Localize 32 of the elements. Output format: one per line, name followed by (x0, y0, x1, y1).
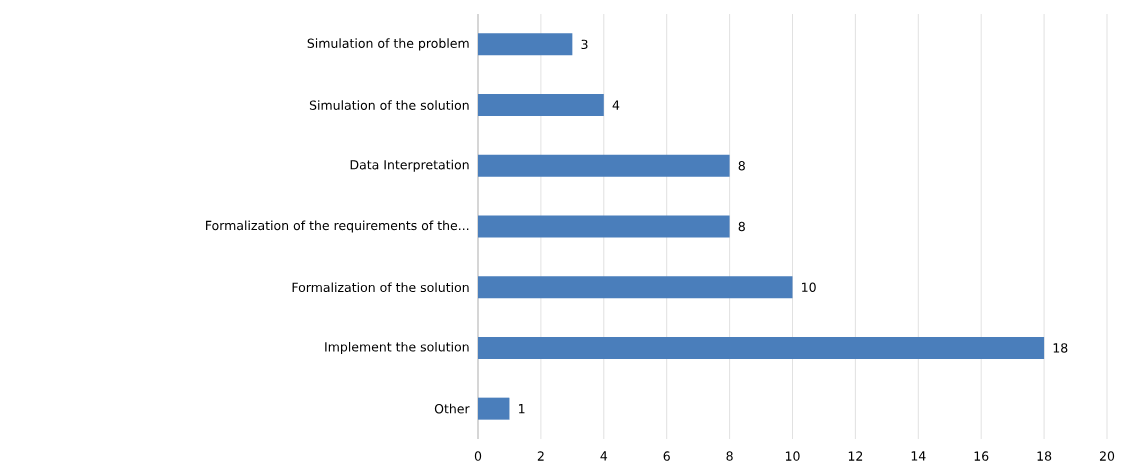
x-tick-label: 6 (663, 451, 670, 461)
y-tick-label: Other (434, 403, 470, 414)
x-tick-label: 20 (1099, 451, 1115, 461)
data-label: 10 (802, 282, 816, 292)
x-tick-label: 0 (474, 451, 482, 461)
bar (478, 154, 730, 177)
x-tick-label: 12 (848, 451, 863, 461)
y-tick-label: Formalization of the solution (292, 282, 469, 293)
bar (478, 33, 573, 56)
data-label: 18 (1053, 343, 1068, 353)
x-tick-label: 8 (726, 451, 733, 461)
bar (478, 276, 793, 299)
bar (478, 397, 510, 420)
y-tick-label: Data Interpretation (350, 159, 469, 172)
bar (478, 336, 1045, 359)
data-label: 4 (612, 100, 620, 110)
x-tick-label: 18 (1037, 451, 1052, 461)
y-tick-label: Formalization of the requirements of the... (206, 220, 469, 233)
bar (478, 94, 604, 117)
data-label: 1 (519, 404, 525, 414)
x-tick-label: 10 (785, 451, 800, 461)
x-tick-label: 14 (911, 451, 926, 461)
y-tick-label: Simulation of the solution (309, 100, 469, 110)
x-tick-label: 4 (600, 451, 608, 461)
data-label: 8 (738, 161, 745, 171)
y-tick-label: Simulation of the problem (307, 38, 469, 51)
data-label: 8 (738, 221, 745, 232)
data-label: 3 (581, 39, 588, 50)
y-tick-label: Implement the solution (325, 341, 469, 354)
x-tick-label: 2 (537, 451, 544, 461)
x-tick-label: 16 (974, 451, 989, 461)
bar (478, 215, 730, 238)
